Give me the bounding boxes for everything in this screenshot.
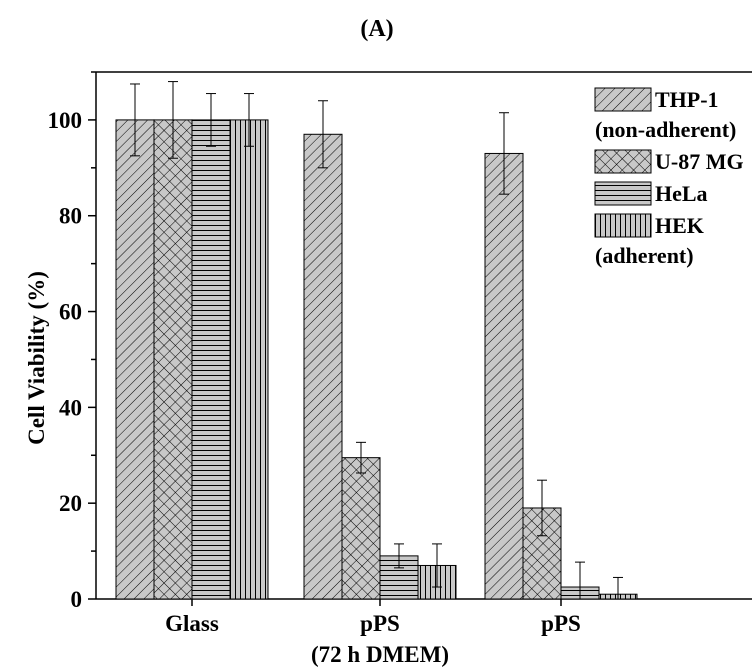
plot-area: 0 20 40 60 80 100 Glass pPS (72 h DMEM) pPS bbox=[48, 71, 752, 667]
y-tick-label: 20 bbox=[59, 491, 82, 516]
bar-hek bbox=[229, 119, 269, 600]
y-tick-label: 100 bbox=[48, 108, 83, 133]
legend-entry: HEK bbox=[655, 213, 704, 238]
y-axis-label: Cell Viability (%) bbox=[24, 271, 49, 445]
bar-thp-1 bbox=[303, 133, 343, 600]
y-tick-label: 60 bbox=[59, 300, 82, 325]
bar-thp-1 bbox=[115, 119, 155, 600]
legend-swatch bbox=[594, 149, 652, 174]
legend: THP-1 (non-adherent) U-87 MG HeLa HEK (adhere… bbox=[594, 87, 744, 268]
legend-entry: THP-1 bbox=[655, 87, 719, 112]
y-tick-label: 80 bbox=[59, 204, 82, 229]
x-tick-label: Glass bbox=[165, 611, 219, 636]
legend-group-note: (adherent) bbox=[595, 243, 694, 268]
x-tick-sublabel: (72 h DMEM) bbox=[311, 642, 449, 667]
bar-u-87-mg bbox=[153, 119, 193, 600]
y-tick-label: 0 bbox=[71, 587, 83, 612]
legend-entry: U-87 MG bbox=[655, 149, 744, 174]
legend-swatch bbox=[594, 213, 652, 238]
legend-swatch bbox=[594, 87, 652, 112]
legend-entry: HeLa bbox=[655, 181, 708, 206]
legend-swatch bbox=[594, 181, 652, 206]
x-tick-label: pPS bbox=[541, 611, 581, 636]
legend-group-note: (non-adherent) bbox=[595, 117, 736, 142]
x-tick-label: pPS bbox=[360, 611, 400, 636]
bar-hela bbox=[191, 119, 231, 600]
panel-label: (A) bbox=[360, 16, 393, 42]
y-tick-label: 40 bbox=[59, 395, 82, 420]
bar-thp-1 bbox=[484, 152, 524, 600]
bar-u-87-mg bbox=[341, 457, 381, 600]
